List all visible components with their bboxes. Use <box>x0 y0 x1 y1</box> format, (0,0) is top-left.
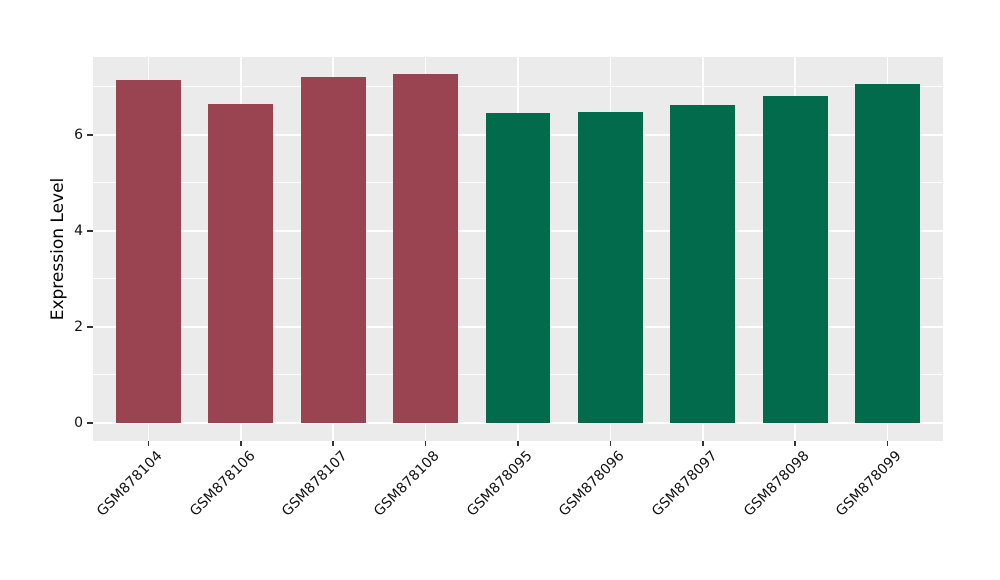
y-tick-mark <box>87 326 93 328</box>
x-tick-mark <box>886 441 889 446</box>
x-tick-mark <box>794 441 796 446</box>
bar-GSM878097 <box>670 104 736 423</box>
y-tick-label-6: 6 <box>74 126 83 143</box>
x-tick-label-GSM878095: GSM878095 <box>463 448 536 520</box>
bar-GSM878096 <box>578 112 643 423</box>
x-tick-mark <box>147 441 150 446</box>
x-tick-mark <box>332 441 334 446</box>
plot-panel <box>93 57 943 441</box>
x-tick-label-GSM878104: GSM878104 <box>94 448 166 520</box>
x-tick-mark <box>517 441 519 446</box>
x-tick-label-GSM878107: GSM878107 <box>278 448 351 520</box>
bar-GSM878107 <box>300 77 366 423</box>
y-tick-label-2: 2 <box>74 318 83 335</box>
x-tick-label-GSM878106: GSM878106 <box>186 448 259 520</box>
bar-GSM878098 <box>762 96 828 423</box>
bar-GSM878104 <box>116 79 181 423</box>
y-tick-mark <box>87 422 93 424</box>
y-tick-mark <box>87 134 93 136</box>
x-tick-mark <box>609 441 612 446</box>
bar-GSM878108 <box>393 74 458 423</box>
x-tick-label-GSM878099: GSM878099 <box>833 448 905 520</box>
x-tick-label-GSM878097: GSM878097 <box>648 448 721 520</box>
bar-GSM878095 <box>485 112 551 423</box>
x-tick-label-GSM878108: GSM878108 <box>371 448 443 520</box>
y-axis-title: Expression Level <box>48 177 68 321</box>
y-tick-label-0: 0 <box>74 414 83 431</box>
y-tick-label-4: 4 <box>74 222 83 239</box>
x-tick-label-GSM878096: GSM878096 <box>556 448 628 520</box>
x-tick-mark <box>702 441 704 446</box>
x-tick-label-GSM878098: GSM878098 <box>740 448 813 520</box>
y-tick-mark <box>87 230 93 232</box>
bar-GSM878099 <box>855 84 920 423</box>
bar-GSM878106 <box>208 103 274 423</box>
x-tick-mark <box>240 441 242 446</box>
x-tick-mark <box>424 441 427 446</box>
